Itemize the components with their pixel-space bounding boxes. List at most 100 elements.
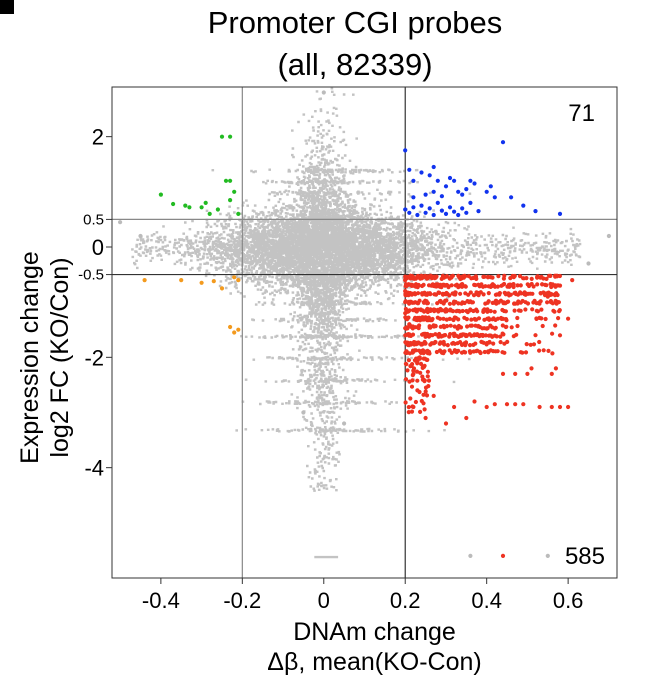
x-tick-label: 0.6 <box>553 588 584 613</box>
data-point <box>513 402 518 407</box>
data-point <box>566 316 571 321</box>
x-tick-label: 0.4 <box>471 588 502 613</box>
data-point <box>435 178 440 183</box>
data-point <box>557 333 563 338</box>
data-point <box>557 211 563 216</box>
downregulated-points <box>403 273 563 415</box>
data-point <box>452 404 457 410</box>
data-point <box>545 553 550 559</box>
y-axis-title-line-2: log2 FC (KO/Con) <box>46 257 74 457</box>
x-axis-title-line-1: DNAm change <box>293 618 456 646</box>
data-point <box>203 200 208 205</box>
data-point <box>468 200 473 205</box>
y-tick-label: 2 <box>92 125 104 150</box>
data-point <box>403 207 408 212</box>
data-point <box>138 233 143 239</box>
count-bottom-right: 585 <box>565 543 605 570</box>
data-point <box>504 402 510 407</box>
highlighted-points <box>118 90 612 559</box>
data-point <box>419 203 424 208</box>
reference-lines <box>112 87 617 578</box>
series-points <box>142 275 241 335</box>
data-point <box>447 205 453 210</box>
x-tick-label: 0 <box>318 588 330 613</box>
data-point <box>452 209 457 214</box>
data-point <box>549 404 554 410</box>
data-point <box>207 211 212 216</box>
data-point <box>452 178 457 183</box>
data-point <box>199 205 204 210</box>
chart-title-line-1: Promoter CGI probes <box>207 5 503 40</box>
data-point <box>606 233 612 239</box>
y-tick-label: -4 <box>84 456 104 481</box>
data-point <box>411 178 416 183</box>
y-tick-label: -2 <box>84 345 104 370</box>
data-point <box>549 371 554 376</box>
data-point <box>171 201 176 207</box>
data-point <box>219 134 225 139</box>
data-point <box>223 178 229 183</box>
data-point <box>464 210 469 215</box>
x-axis: -0.4 -0.2 0 0.2 0.4 0.6 <box>142 578 584 613</box>
data-point <box>232 275 237 280</box>
data-point <box>464 187 469 192</box>
data-point <box>419 170 424 175</box>
data-point <box>342 421 347 426</box>
data-point <box>321 90 326 95</box>
y-tick-label: 0.5 <box>83 211 104 228</box>
data-point <box>228 324 233 330</box>
y-tick-label: 0 <box>92 235 104 260</box>
x-tick-label: -0.2 <box>223 588 261 613</box>
data-point <box>431 189 436 194</box>
data-point <box>472 399 477 404</box>
data-point <box>443 211 449 216</box>
data-point <box>557 404 563 410</box>
data-point <box>488 184 493 189</box>
background-probe-points <box>131 87 582 559</box>
data-point <box>427 206 432 211</box>
data-point <box>521 402 526 407</box>
data-point <box>537 404 542 410</box>
data-point <box>415 212 420 218</box>
data-point <box>468 178 473 183</box>
chart-title: Promoter CGI probes (all, 82339) <box>112 2 598 86</box>
data-point <box>215 207 220 212</box>
data-point <box>228 134 233 139</box>
series-points <box>158 134 241 216</box>
data-point <box>468 553 473 559</box>
data-point <box>484 404 489 410</box>
data-point <box>566 404 571 410</box>
downregulated-point-cloud <box>403 273 563 415</box>
data-point <box>211 279 216 284</box>
data-point <box>431 164 436 170</box>
data-point <box>232 189 237 194</box>
data-point <box>427 173 432 178</box>
data-point <box>423 192 428 197</box>
y-tick-label: -0.5 <box>78 267 104 284</box>
data-point <box>228 178 233 183</box>
data-point <box>423 210 428 215</box>
data-point <box>472 181 477 186</box>
data-point <box>476 209 481 214</box>
data-point <box>187 205 192 210</box>
background-probe-cloud <box>131 87 582 559</box>
series-points <box>403 140 563 218</box>
data-point <box>236 278 241 283</box>
data-point <box>236 327 241 332</box>
y-axis-title-line-1: Expression change <box>16 251 44 464</box>
data-point <box>439 208 444 213</box>
data-point <box>456 189 461 194</box>
data-point <box>158 192 163 197</box>
series-points <box>118 90 612 559</box>
data-point <box>411 205 416 210</box>
data-point <box>500 140 506 145</box>
count-top-right: 71 <box>568 100 595 127</box>
x-axis-title-line-2: Δβ, mean(KO-Con) <box>267 648 481 676</box>
data-point <box>228 198 233 203</box>
data-point <box>533 209 538 214</box>
data-point <box>553 366 559 371</box>
data-point <box>447 175 453 181</box>
data-point <box>118 220 123 225</box>
data-point <box>525 371 530 376</box>
